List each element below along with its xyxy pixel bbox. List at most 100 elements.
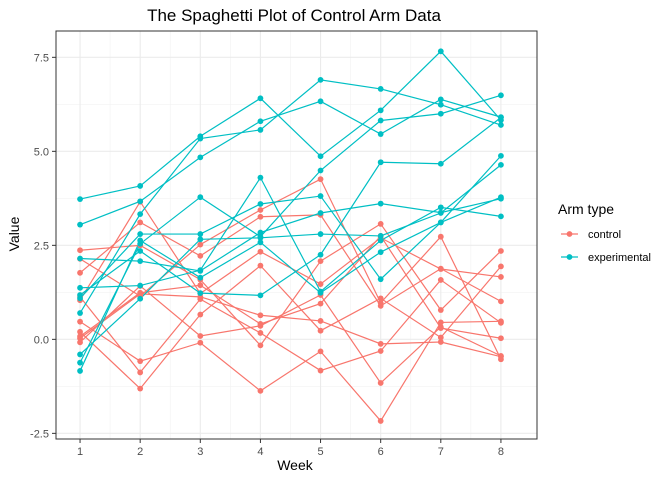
data-point-experimental-11 [317,98,324,105]
data-point-control-9 [77,333,83,340]
data-point-control-7 [257,312,264,319]
data-point-control-5 [77,318,83,325]
series-line-experimental-17 [79,117,502,296]
data-point-experimental-18 [498,213,504,220]
legend-label-experimental: experimental [588,252,651,264]
legend: Arm type control experimental [558,201,651,264]
data-point-experimental-15 [498,122,504,128]
data-point-experimental-19 [317,231,324,237]
data-point-experimental-19 [77,351,83,358]
data-point-experimental-17 [377,159,384,166]
data-point-experimental-16 [257,95,264,102]
data-point-experimental-14 [377,117,384,124]
data-point-experimental-18 [137,282,144,289]
series-line-control-2 [79,279,502,374]
y-tick-label: 2.5 [34,240,49,252]
data-point-experimental-20 [498,152,504,159]
data-point-control-6 [498,248,504,254]
series-line-control-8 [79,285,502,384]
data-point-control-8 [377,380,384,386]
data-point-experimental-13 [137,258,144,265]
data-point-experimental-16 [197,133,204,140]
data-point-experimental-20 [197,231,204,237]
data-point-control-1 [77,328,83,335]
series-line-experimental-14 [79,94,502,363]
data-point-experimental-20 [77,295,83,302]
y-tick-label: -2.5 [30,428,49,440]
series-line-control-9 [79,234,502,339]
data-point-control-5 [437,319,444,326]
data-point-experimental-11 [377,131,384,137]
series-line-experimental-11 [79,98,502,226]
data-point-experimental-15 [257,126,264,133]
data-point-control-6 [377,221,384,227]
data-point-control-5 [498,318,504,325]
data-point-experimental-19 [197,236,204,243]
legend-title: Arm type [558,201,614,217]
data-point-experimental-14 [197,194,204,201]
data-point-control-5 [137,358,144,365]
data-point-experimental-18 [437,204,444,211]
data-point-control-7 [377,340,384,347]
data-point-control-9 [437,325,444,331]
data-point-experimental-14 [317,167,324,174]
series-line-experimental-18 [80,176,502,293]
data-point-control-8 [77,339,83,346]
data-point-experimental-12 [197,274,204,281]
data-point-experimental-19 [377,233,384,239]
x-tick-label: 6 [378,446,384,458]
series-line-experimental-12 [79,196,502,372]
y-tick-label: 5.0 [34,146,49,158]
data-point-experimental-16 [77,196,83,202]
data-point-control-1 [197,311,204,318]
series-line-experimental-13 [80,198,502,272]
data-point-control-1 [317,327,324,334]
data-point-experimental-17 [498,114,504,121]
data-point-control-1 [137,385,144,392]
data-point-control-8 [197,333,204,339]
series-line-experimental-19 [79,164,502,355]
x-tick-label: 7 [438,446,444,458]
data-point-control-10 [437,233,444,240]
data-point-experimental-12 [77,368,83,374]
data-point-control-7 [317,318,324,324]
plot-area: 1 2 3 4 5 6 7 8 -2.5 0.0 2.5 5.0 7.5 [30,30,538,458]
x-tick-label: 2 [137,446,143,458]
data-point-experimental-12 [257,239,264,246]
data-point-experimental-17 [437,160,444,167]
legend-entries: control experimental [561,229,651,264]
data-point-control-9 [498,335,504,342]
data-point-experimental-12 [377,249,384,256]
data-point-experimental-11 [197,154,204,161]
data-point-experimental-18 [197,267,204,274]
data-point-control-7 [437,339,444,345]
data-point-experimental-18 [257,174,264,181]
data-point-control-2 [257,330,264,336]
series-line-control-3 [79,214,502,307]
data-point-control-3 [77,269,83,276]
data-point-experimental-15 [437,101,444,108]
data-point-experimental-13 [377,200,384,207]
data-point-control-2 [137,369,144,376]
data-point-control-4 [437,266,444,272]
data-point-experimental-13 [77,255,83,262]
series-line-control-6 [80,223,502,347]
data-point-control-10 [498,356,504,363]
data-point-control-3 [137,219,144,226]
data-point-experimental-15 [77,310,83,316]
data-point-control-5 [377,418,384,424]
series-line-control-10 [79,178,502,360]
data-point-control-10 [317,176,324,183]
data-point-control-4 [317,281,324,287]
data-point-control-6 [257,342,264,349]
data-point-control-1 [437,334,444,341]
data-point-experimental-19 [137,295,144,302]
legend-key-point [566,231,573,237]
data-point-experimental-16 [137,183,144,189]
data-point-experimental-20 [317,193,324,199]
legend-label-control: control [588,229,621,241]
data-point-experimental-20 [377,276,384,283]
data-point-experimental-18 [317,288,324,295]
series-line-control-1 [79,264,502,390]
